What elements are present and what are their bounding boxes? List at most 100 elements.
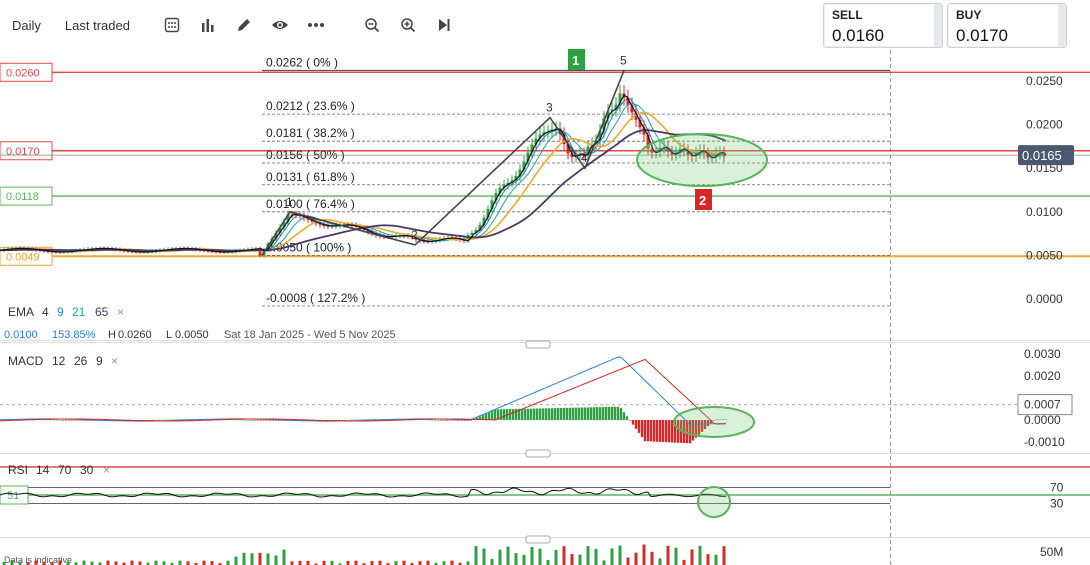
macd-histogram-bar: [85, 420, 89, 421]
candle-body: [282, 221, 286, 228]
macd-histogram-bar: [82, 420, 86, 421]
candle-body: [426, 241, 430, 243]
rsi-current-tag: [0, 485, 29, 505]
level-label: 0.0170: [6, 146, 40, 158]
fib-label: 0.0262 ( 0% ): [266, 56, 338, 70]
macd-histogram-bar: [688, 420, 692, 444]
level-label: 0.0260: [6, 67, 40, 79]
volume-bar: [682, 559, 686, 565]
ema-period-21: 21: [72, 305, 86, 319]
pane-resize-handle[interactable]: [525, 449, 551, 458]
volume-bar: [330, 560, 334, 565]
macd-histogram-bar: [685, 420, 689, 444]
eye-icon[interactable]: [270, 15, 290, 35]
interval-selector[interactable]: Daily: [12, 17, 41, 33]
macd-histogram-bar: [256, 420, 260, 421]
volume-bar: [570, 553, 574, 565]
macd-histogram-bar: [490, 410, 494, 420]
macd-histogram-bar: [355, 419, 359, 421]
buy-label: BUY: [956, 8, 982, 22]
volume-bar: [666, 545, 670, 565]
macd-histogram-bar: [655, 420, 659, 442]
volume-bar: [218, 563, 222, 565]
macd-histogram-bar: [514, 408, 518, 420]
candle-body: [618, 93, 622, 105]
macd-histogram-bar: [67, 420, 71, 421]
close-icon[interactable]: ×: [117, 305, 124, 319]
candle-body: [658, 147, 662, 152]
chart-toolbar: Daily Last traded: [0, 0, 800, 50]
macd-histogram-bar: [511, 408, 515, 420]
ema-title[interactable]: EMA: [8, 305, 34, 319]
candle-body: [538, 134, 542, 139]
zoom-in-icon[interactable]: [398, 15, 418, 35]
macd-histogram-bar: [244, 419, 248, 421]
macd-histogram-bar: [508, 409, 512, 420]
volume-bar: [162, 561, 166, 565]
macd-histogram-bar: [583, 407, 587, 420]
close-icon[interactable]: ×: [103, 463, 110, 477]
macd-histogram-bar: [703, 420, 707, 430]
macd-histogram-bar: [604, 407, 608, 420]
macd-histogram-bar: [631, 420, 635, 425]
macd-histogram-bar: [430, 419, 434, 421]
volume-bar: [490, 558, 494, 565]
volume-bar: [90, 561, 94, 565]
rsi-axis-tick: 30: [1050, 496, 1064, 510]
candle-body: [650, 148, 654, 153]
macd-histogram-bar: [505, 409, 509, 420]
bar-chart-icon[interactable]: [198, 15, 218, 35]
macd-histogram-bar: [649, 420, 653, 442]
badge-2: [695, 189, 712, 210]
volume-bar: [626, 557, 630, 565]
macd-title[interactable]: MACD: [8, 354, 44, 368]
fib-label: 0.0100 ( 76.4% ): [266, 197, 355, 211]
macd-histogram-bar: [589, 407, 593, 420]
volume-bar: [306, 560, 310, 565]
volume-bar: [594, 548, 598, 565]
macd-histogram-bar: [625, 416, 629, 420]
close-icon[interactable]: ×: [111, 354, 118, 368]
macd-histogram-bar: [460, 420, 464, 421]
wave-label: 1: [286, 195, 293, 209]
volume-bar: [50, 562, 54, 565]
macd-histogram-bar: [646, 420, 650, 442]
ema-4-line: [0, 94, 727, 253]
rsi-title[interactable]: RSI: [8, 463, 28, 477]
macd-histogram-bar: [481, 414, 485, 420]
pencil-icon[interactable]: [234, 15, 254, 35]
volume-bar: [722, 546, 726, 565]
macd-histogram-bar: [574, 407, 578, 420]
macd-histogram-bar: [427, 419, 431, 421]
price-type-selector[interactable]: Last traded: [64, 17, 130, 33]
macd-histogram-bar: [274, 420, 278, 421]
candle-body: [626, 97, 630, 106]
macd-histogram-bar: [721, 419, 725, 420]
rsi-param-lower: 30: [80, 463, 94, 477]
pane-resize-handle[interactable]: [525, 535, 551, 544]
buy-quote-button[interactable]: BUY 0.0170: [947, 3, 1067, 48]
macd-histogram-bar: [154, 419, 158, 421]
zoom-out-icon[interactable]: [362, 15, 382, 35]
sell-quote-button[interactable]: SELL 0.0160: [823, 3, 943, 48]
volume-bar: [658, 558, 662, 565]
macd-histogram-bar: [172, 419, 176, 420]
macd-current-badge: [1017, 394, 1073, 416]
macd-histogram-bar: [454, 420, 458, 421]
macd-histogram-bar: [664, 420, 668, 443]
more-icon[interactable]: [306, 15, 326, 35]
pane-resize-handle[interactable]: [525, 340, 551, 349]
volume-bar: [538, 548, 542, 565]
macd-histogram-bar: [163, 419, 167, 421]
calculator-icon[interactable]: [162, 15, 182, 35]
volume-bar: [66, 561, 70, 565]
macd-histogram-bar: [706, 420, 710, 427]
macd-histogram-bar: [496, 409, 500, 420]
skip-end-icon[interactable]: [434, 15, 454, 35]
footnote: Data is indicative: [4, 555, 72, 565]
level-tag: [0, 246, 53, 266]
current-price-label: 0.0165: [1022, 148, 1062, 163]
candle-body: [498, 187, 502, 193]
candle-body: [610, 109, 614, 112]
